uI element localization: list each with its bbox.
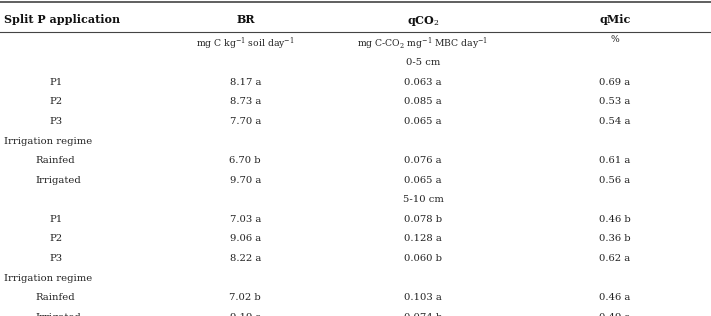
Text: 0.56 a: 0.56 a (599, 176, 631, 185)
Text: 0.076 a: 0.076 a (405, 156, 442, 165)
Text: P1: P1 (50, 215, 63, 224)
Text: 0.46 a: 0.46 a (599, 293, 631, 302)
Text: 0.078 b: 0.078 b (404, 215, 442, 224)
Text: 0.46 b: 0.46 b (599, 215, 631, 224)
Text: Rainfed: Rainfed (36, 293, 75, 302)
Text: 5-10 cm: 5-10 cm (402, 195, 444, 204)
Text: 0.69 a: 0.69 a (599, 78, 631, 87)
Text: 9.70 a: 9.70 a (230, 176, 261, 185)
Text: Rainfed: Rainfed (36, 156, 75, 165)
Text: qMic: qMic (599, 14, 631, 25)
Text: Irrigation regime: Irrigation regime (4, 274, 92, 283)
Text: P2: P2 (50, 97, 63, 106)
Text: 0.085 a: 0.085 a (404, 97, 442, 106)
Text: 0.103 a: 0.103 a (404, 293, 442, 302)
Text: Irrigated: Irrigated (36, 176, 81, 185)
Text: 0.49 a: 0.49 a (599, 313, 631, 316)
Text: P3: P3 (50, 254, 63, 263)
Text: qCO$_2$: qCO$_2$ (407, 14, 439, 28)
Text: 0.063 a: 0.063 a (405, 78, 442, 87)
Text: Split P application: Split P application (4, 14, 119, 25)
Text: 0.53 a: 0.53 a (599, 97, 631, 106)
Text: BR: BR (236, 14, 255, 25)
Text: 0.54 a: 0.54 a (599, 117, 631, 126)
Text: 7.02 b: 7.02 b (230, 293, 261, 302)
Text: 0.060 b: 0.060 b (404, 254, 442, 263)
Text: 0.074 b: 0.074 b (404, 313, 442, 316)
Text: P2: P2 (50, 234, 63, 243)
Text: mg C-CO$_2$ mg$^{-1}$ MBC day$^{-1}$: mg C-CO$_2$ mg$^{-1}$ MBC day$^{-1}$ (358, 35, 488, 52)
Text: 6.70 b: 6.70 b (230, 156, 261, 165)
Text: 8.73 a: 8.73 a (230, 97, 261, 106)
Text: 0.36 b: 0.36 b (599, 234, 631, 243)
Text: 0.065 a: 0.065 a (405, 176, 442, 185)
Text: %: % (611, 35, 619, 44)
Text: 0.61 a: 0.61 a (599, 156, 631, 165)
Text: 8.17 a: 8.17 a (230, 78, 261, 87)
Text: 0-5 cm: 0-5 cm (406, 58, 440, 67)
Text: 0.128 a: 0.128 a (404, 234, 442, 243)
Text: 0.065 a: 0.065 a (405, 117, 442, 126)
Text: Irrigated: Irrigated (36, 313, 81, 316)
Text: 7.70 a: 7.70 a (230, 117, 261, 126)
Text: P1: P1 (50, 78, 63, 87)
Text: P3: P3 (50, 117, 63, 126)
Text: Irrigation regime: Irrigation regime (4, 137, 92, 145)
Text: 9.06 a: 9.06 a (230, 234, 261, 243)
Text: 7.03 a: 7.03 a (230, 215, 261, 224)
Text: 0.62 a: 0.62 a (599, 254, 631, 263)
Text: mg C kg$^{-1}$ soil day$^{-1}$: mg C kg$^{-1}$ soil day$^{-1}$ (196, 35, 294, 52)
Text: 8.22 a: 8.22 a (230, 254, 261, 263)
Text: 9.19 a: 9.19 a (230, 313, 261, 316)
